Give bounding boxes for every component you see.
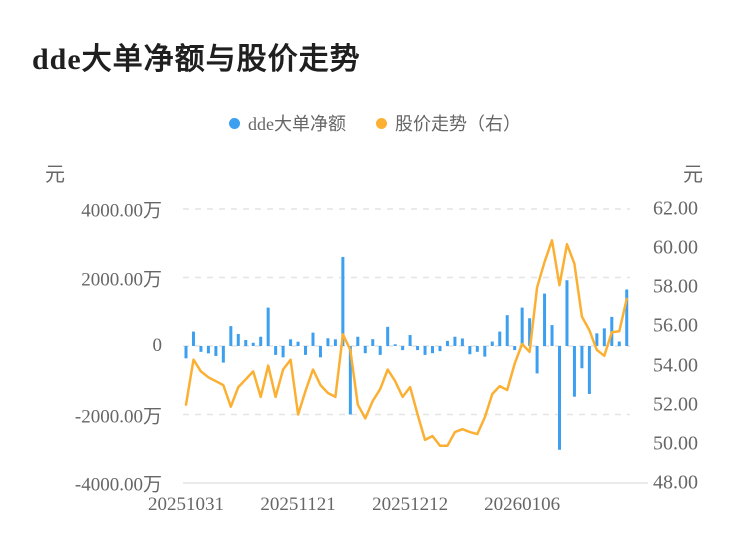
bar (498, 331, 502, 346)
bar (274, 346, 278, 355)
bar (408, 335, 412, 346)
bar (416, 346, 420, 351)
legend-item-dde-net[interactable]: dde大单净额 (229, 110, 346, 136)
y-axis-right-tick: 60.00 (653, 236, 698, 259)
bar (289, 339, 293, 346)
y-axis-right-tick: 54.00 (653, 354, 698, 377)
x-axis-tick: 20260106 (484, 494, 561, 515)
bar (386, 326, 390, 346)
bar (475, 346, 479, 352)
bar (401, 346, 405, 351)
y-axis-right-tick: 62.00 (653, 197, 698, 220)
legend: dde大单净额 股价走势（右） (0, 110, 750, 136)
bar (520, 307, 524, 346)
bar (438, 346, 442, 352)
legend-label: 股价走势（右） (395, 114, 521, 134)
bar (281, 346, 285, 358)
bar (625, 289, 629, 346)
right-axis-unit: 元 (683, 164, 703, 186)
bar (490, 341, 494, 346)
bar (296, 341, 300, 346)
y-axis-right-tick: 48.00 (653, 471, 698, 494)
bar (333, 339, 337, 346)
y-axis-left-tick: 0 (152, 335, 163, 356)
bar (191, 331, 195, 346)
bar (505, 315, 509, 346)
bar (244, 340, 248, 346)
bar (513, 346, 517, 351)
left-axis-unit: 元 (45, 164, 65, 186)
bar (617, 341, 621, 346)
bar (251, 342, 255, 346)
bar (393, 344, 397, 346)
y-axis-left-tick: -4000.00万 (74, 474, 162, 496)
bar (580, 346, 584, 369)
bar (341, 256, 345, 346)
y-axis-right-tick: 50.00 (653, 432, 698, 455)
bar (348, 346, 352, 415)
bar (206, 346, 210, 354)
bar (259, 336, 263, 346)
bar (221, 346, 225, 363)
bar (229, 326, 233, 346)
bar (199, 346, 203, 352)
x-axis-tick: 20251121 (260, 494, 336, 515)
x-axis-tick: 20251031 (148, 494, 224, 515)
y-axis-left-tick: 2000.00万 (81, 269, 162, 290)
bar (236, 334, 240, 346)
bar (453, 336, 457, 346)
bar (595, 333, 599, 346)
bar (431, 346, 435, 354)
legend-label: dde大单净额 (248, 114, 346, 134)
bar (363, 346, 367, 354)
bar (528, 318, 532, 346)
x-axis-tick: 20251212 (372, 494, 449, 515)
legend-dot-orange-icon (376, 117, 387, 129)
bar (445, 340, 449, 346)
bar (318, 346, 322, 358)
bar (311, 332, 315, 346)
bar (184, 346, 188, 359)
bar (304, 346, 308, 355)
bar (378, 346, 382, 355)
bar (468, 346, 472, 355)
legend-item-price-trend[interactable]: 股价走势（右） (376, 110, 521, 136)
bar (326, 338, 330, 346)
bar (423, 346, 427, 355)
bar (550, 325, 554, 346)
bar (558, 346, 561, 450)
bar (535, 346, 539, 374)
y-axis-right-tick: 58.00 (653, 275, 698, 298)
page-title: dde大单净额与股价走势 (32, 43, 361, 76)
bar (602, 328, 606, 346)
bar (371, 339, 375, 346)
bar (460, 338, 464, 346)
y-axis-right-tick: 52.00 (653, 393, 698, 416)
bar (565, 280, 569, 346)
y-axis-right-tick: 56.00 (653, 314, 698, 337)
legend-dot-blue-icon (229, 117, 240, 129)
bar (483, 346, 487, 357)
price-line (184, 239, 628, 448)
y-axis-left-tick: -2000.00万 (74, 406, 162, 427)
bar (266, 307, 270, 346)
y-axis-left-tick: 4000.00万 (81, 200, 162, 222)
bar (543, 293, 547, 346)
bar (214, 346, 218, 356)
bar (356, 336, 360, 346)
bar (587, 346, 591, 394)
bar (572, 346, 576, 397)
